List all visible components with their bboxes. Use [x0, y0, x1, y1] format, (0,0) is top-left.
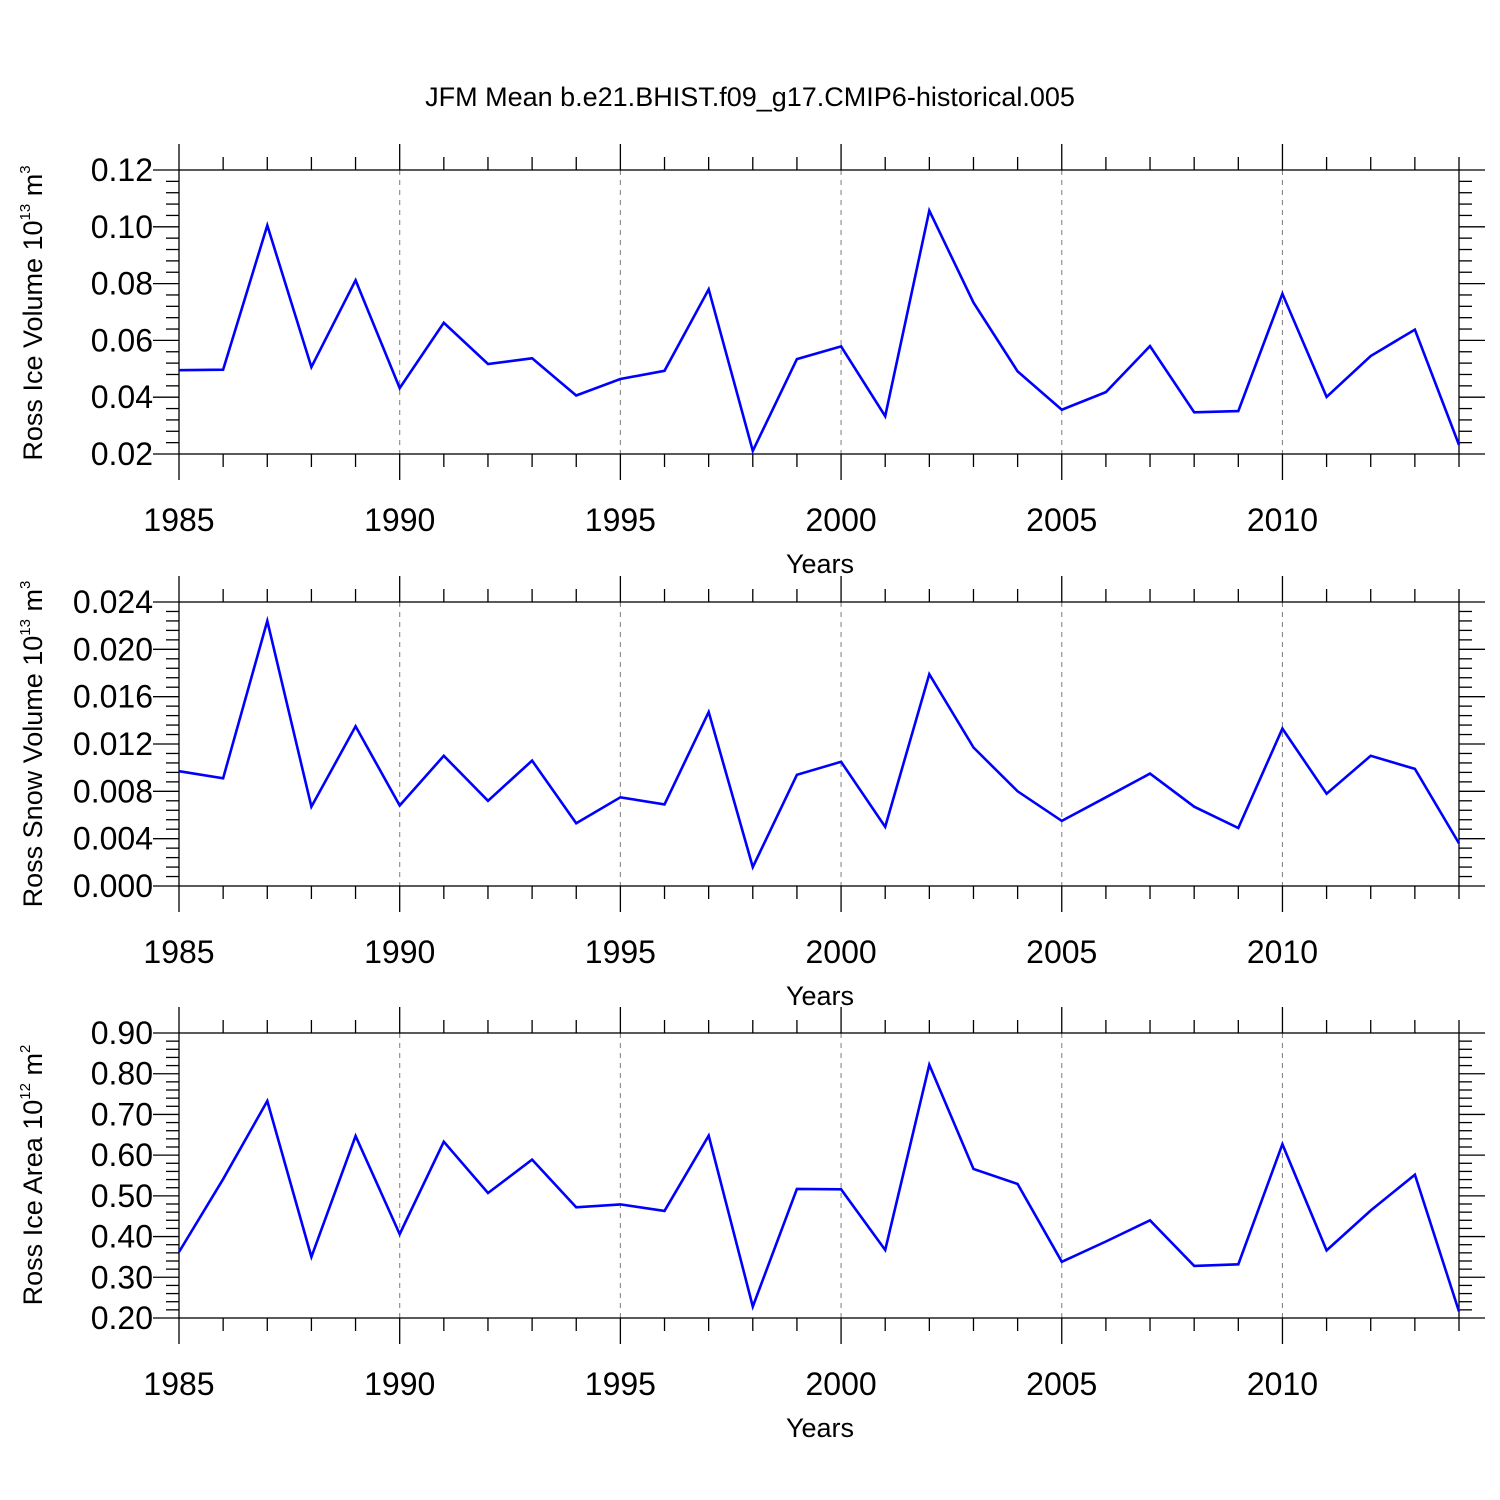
x-tick-label: 2010 [1247, 502, 1318, 538]
x-tick-label: 2000 [805, 934, 876, 970]
panel-2: 1985 1990 1995 2000 2005 2010 Years 0.000 0.004 0… [17, 576, 1485, 1011]
x-tick-label: 1995 [585, 502, 656, 538]
y-tick-label: 0.020 [73, 631, 153, 667]
series-line [178, 615, 1461, 871]
y-axis-title: Ross Ice Area 1012 m2 [17, 1045, 48, 1306]
y-tick-label: 0.016 [73, 679, 153, 715]
x-tick-label: 1985 [143, 1366, 214, 1402]
y-tick-label: 0.008 [73, 773, 153, 809]
x-tick-label: 2010 [1247, 1366, 1318, 1402]
y-tick-label: 0.06 [91, 322, 153, 358]
y-tick-label: 0.60 [91, 1137, 153, 1173]
y-axis-title: Ross Ice Volume 1013 m3 [17, 165, 48, 460]
x-tick-label: 1985 [143, 934, 214, 970]
figure-title: JFM Mean b.e21.BHIST.f09_g17.CMIP6-histo… [425, 82, 1075, 112]
plot-frame [178, 601, 1460, 887]
x-axis-title: Years [786, 549, 854, 579]
y-tick-label: 0.004 [73, 821, 153, 857]
panels: 1985 1990 1995 2000 2005 2010 Years 0.02 0.04 0.0… [17, 144, 1485, 1443]
x-tick-label: 2010 [1247, 934, 1318, 970]
x-tick-label: 2005 [1026, 934, 1097, 970]
series-line [177, 1060, 1461, 1312]
y-tick-label: 0.90 [91, 1015, 153, 1051]
y-tick-label: 0.70 [91, 1096, 153, 1132]
panel-3: 1985 1990 1995 2000 2005 2010 Years 0.20 0.30 0.4… [17, 1007, 1485, 1443]
x-tick-label: 1995 [585, 934, 656, 970]
x-tick-label: 2000 [805, 502, 876, 538]
x-tick-label: 1995 [585, 1366, 656, 1402]
y-tick-label: 0.40 [91, 1219, 153, 1255]
y-tick-label: 0.02 [91, 436, 153, 472]
y-tick-label: 0.12 [91, 152, 153, 188]
y-tick-label: 0.30 [91, 1259, 153, 1295]
x-tick-label: 1990 [364, 502, 435, 538]
y-tick-label: 0.50 [91, 1178, 153, 1214]
series-line [178, 206, 1461, 455]
y-tick-label: 0.20 [91, 1300, 153, 1336]
y-tick-label: 0.04 [91, 379, 153, 415]
y-tick-label: 0.000 [73, 868, 153, 904]
y-tick-label: 0.10 [91, 209, 153, 245]
x-tick-label: 1990 [364, 1366, 435, 1402]
x-tick-label: 2005 [1026, 1366, 1097, 1402]
y-tick-label: 0.08 [91, 266, 153, 302]
x-tick-label: 2000 [805, 1366, 876, 1402]
x-tick-label: 2005 [1026, 502, 1097, 538]
y-tick-label: 0.024 [73, 584, 153, 620]
x-axis-title: Years [786, 981, 854, 1011]
x-tick-label: 1985 [143, 502, 214, 538]
y-tick-label: 0.012 [73, 726, 153, 762]
y-axis-title: Ross Snow Volume 1013 m3 [17, 581, 48, 908]
plot-frame [178, 1032, 1460, 1319]
panel-1: 1985 1990 1995 2000 2005 2010 Years 0.02 0.04 0.0… [17, 144, 1485, 579]
y-tick-label: 0.80 [91, 1056, 153, 1092]
plot-frame [178, 169, 1460, 455]
x-tick-label: 1990 [364, 934, 435, 970]
x-axis-title: Years [786, 1413, 854, 1443]
